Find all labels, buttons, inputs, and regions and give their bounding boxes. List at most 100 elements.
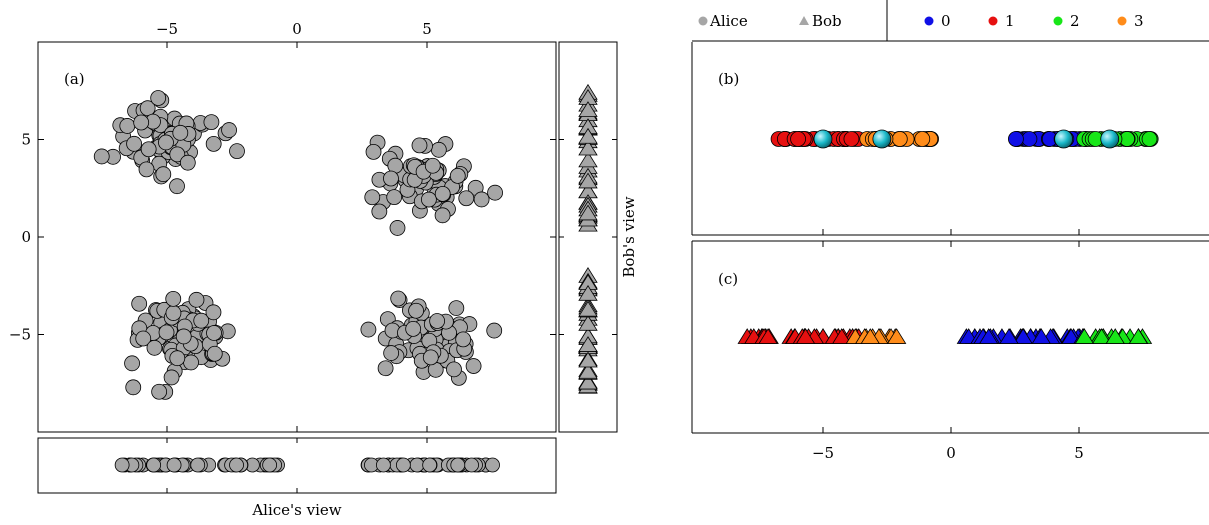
data-point — [206, 345, 223, 362]
legend-alice-label: Alice — [709, 12, 748, 30]
centroid-marker — [1054, 129, 1074, 149]
cluster-1-point — [795, 328, 816, 344]
data-point — [422, 349, 439, 366]
panel-b-points — [770, 129, 1159, 149]
data-point — [360, 321, 377, 338]
data-point — [486, 322, 503, 339]
data-point — [93, 148, 110, 165]
data-point — [434, 185, 451, 202]
cluster-2-point — [1091, 328, 1112, 344]
legend-cluster-3-label: 3 — [1134, 12, 1144, 30]
x-tick-label: −5 — [812, 444, 834, 462]
data-point — [158, 324, 175, 341]
cluster-0-point — [1013, 328, 1033, 344]
data-point — [206, 325, 222, 341]
bob-view-label: Bob's view — [620, 196, 638, 277]
cluster-0-point — [1021, 131, 1038, 147]
data-point — [169, 178, 185, 195]
data-point — [229, 143, 245, 160]
data-point — [135, 330, 152, 347]
data-point — [424, 157, 441, 174]
panel-a: (a) −5 0 5 −5 0 5 — [9, 20, 557, 433]
data-point — [365, 143, 382, 160]
data-point — [408, 302, 425, 319]
data-point — [172, 124, 189, 141]
alice-view-label: Alice's view — [251, 501, 341, 519]
cluster-1-point — [758, 328, 778, 344]
bob-point — [578, 127, 598, 144]
data-point — [458, 190, 475, 207]
bob-point — [578, 362, 598, 379]
legend-alice-marker — [698, 16, 708, 26]
data-point — [188, 291, 205, 308]
legend-cluster-2-label: 2 — [1070, 12, 1080, 30]
alice-point — [114, 457, 130, 473]
data-point — [465, 358, 482, 374]
data-point — [138, 161, 155, 178]
centroid-marker — [813, 129, 833, 149]
data-point — [390, 290, 407, 307]
data-point — [383, 345, 400, 361]
data-point — [429, 313, 446, 329]
alice-point — [376, 457, 391, 473]
centroid-marker — [1100, 129, 1120, 149]
data-point — [165, 305, 182, 321]
data-point — [175, 328, 192, 345]
data-point — [151, 383, 168, 400]
legend-bob-marker — [799, 16, 809, 25]
y-tick-label: 0 — [21, 228, 31, 246]
data-point — [125, 379, 142, 396]
data-point — [126, 135, 143, 152]
data-point — [205, 304, 222, 321]
bob-point — [578, 314, 598, 331]
bob-point — [578, 204, 598, 221]
legend-cluster-0-marker — [924, 16, 934, 26]
alice-point — [450, 457, 466, 473]
data-point — [383, 170, 399, 187]
data-point — [449, 167, 466, 184]
data-point — [131, 295, 148, 312]
data-point — [434, 207, 451, 224]
alice-view-marginal: Alice's view — [37, 437, 557, 519]
cluster-0-point — [978, 328, 999, 344]
alice-point — [229, 457, 244, 473]
cluster-3-point — [914, 131, 931, 147]
cluster-2-point — [1128, 328, 1149, 344]
data-point — [119, 118, 136, 134]
bob-point — [578, 101, 598, 117]
cluster-0-point — [999, 328, 1019, 344]
legend: Alice Bob 0 1 2 3 — [692, 0, 1209, 42]
cluster-2-point — [1141, 131, 1158, 147]
data-point — [140, 141, 157, 158]
data-point — [139, 100, 156, 117]
x-tick-label: 5 — [1074, 444, 1084, 462]
data-point — [179, 154, 196, 171]
data-point — [203, 114, 220, 131]
data-point — [205, 135, 222, 152]
panel-b: (b) — [691, 42, 1209, 236]
alice-point — [395, 457, 411, 473]
y-tick-label: −5 — [9, 326, 31, 344]
legend-cluster-1-label: 1 — [1005, 12, 1015, 30]
bob-view-marginal: Bob's view — [558, 41, 638, 433]
alice-point — [409, 457, 425, 473]
data-point — [193, 312, 210, 329]
cluster-1-point — [790, 131, 806, 147]
centroid-marker — [872, 129, 892, 149]
cluster-3-point — [891, 131, 908, 147]
legend-cluster-2-marker — [1053, 16, 1063, 26]
cluster-1-point — [832, 328, 852, 344]
data-point — [155, 166, 172, 183]
bob-point — [578, 351, 598, 368]
data-point — [146, 339, 163, 356]
bob-point — [578, 300, 598, 317]
data-point — [169, 350, 186, 367]
data-point — [221, 122, 237, 138]
bob-point — [578, 336, 598, 352]
alice-point — [166, 457, 182, 473]
legend-bob-label: Bob — [812, 12, 842, 30]
legend-cluster-0-label: 0 — [941, 12, 951, 30]
cluster-1-point — [843, 131, 860, 147]
data-point — [473, 191, 490, 208]
